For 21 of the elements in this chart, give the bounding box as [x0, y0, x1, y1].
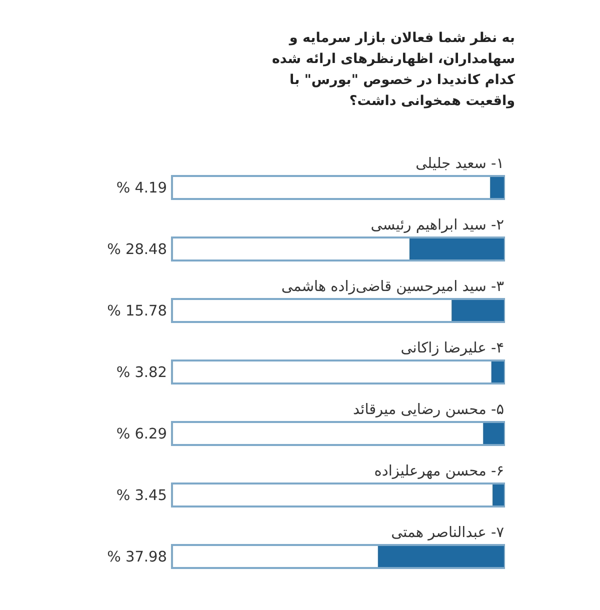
- data-label: % 6.29: [116, 426, 167, 442]
- data-label: % 3.45: [116, 488, 167, 504]
- y-tick-label: ۴- علیرضا زاکانی: [400, 340, 504, 356]
- y-tick-label: ۳- سید امیرحسین قاضی‌زاده هاشمی: [281, 279, 504, 295]
- y-tick-label: ۵- محسن رضایی میرقائد: [353, 402, 504, 418]
- y-tick-label: ۷- عبدالناصر همتی: [391, 525, 504, 541]
- bar: [490, 177, 504, 198]
- bar: [491, 362, 504, 382]
- data-label: % 3.82: [116, 365, 167, 381]
- data-label: % 15.78: [107, 304, 167, 320]
- bar: [452, 300, 504, 321]
- y-tick-label: ۶- محسن مهرعلیزاده: [374, 464, 504, 480]
- data-label: % 28.48: [107, 242, 167, 258]
- bar: [409, 238, 504, 260]
- bar: [492, 484, 504, 506]
- data-label: % 37.98: [107, 550, 167, 566]
- data-label: % 4.19: [116, 180, 167, 196]
- y-tick-label: ۱- سعید جلیلی: [416, 156, 504, 172]
- y-tick-label: ۲- سید ابراهیم رئیسی: [370, 218, 504, 234]
- bar: [483, 423, 504, 444]
- chart-title: به نظر شما فعالان بازار سرمایه و سهامداران، اظهارنظرهای ارائه شده کدام کاندیدا در خصوص "بورس" با واقعیت همخوانی داشت؟: [270, 29, 515, 111]
